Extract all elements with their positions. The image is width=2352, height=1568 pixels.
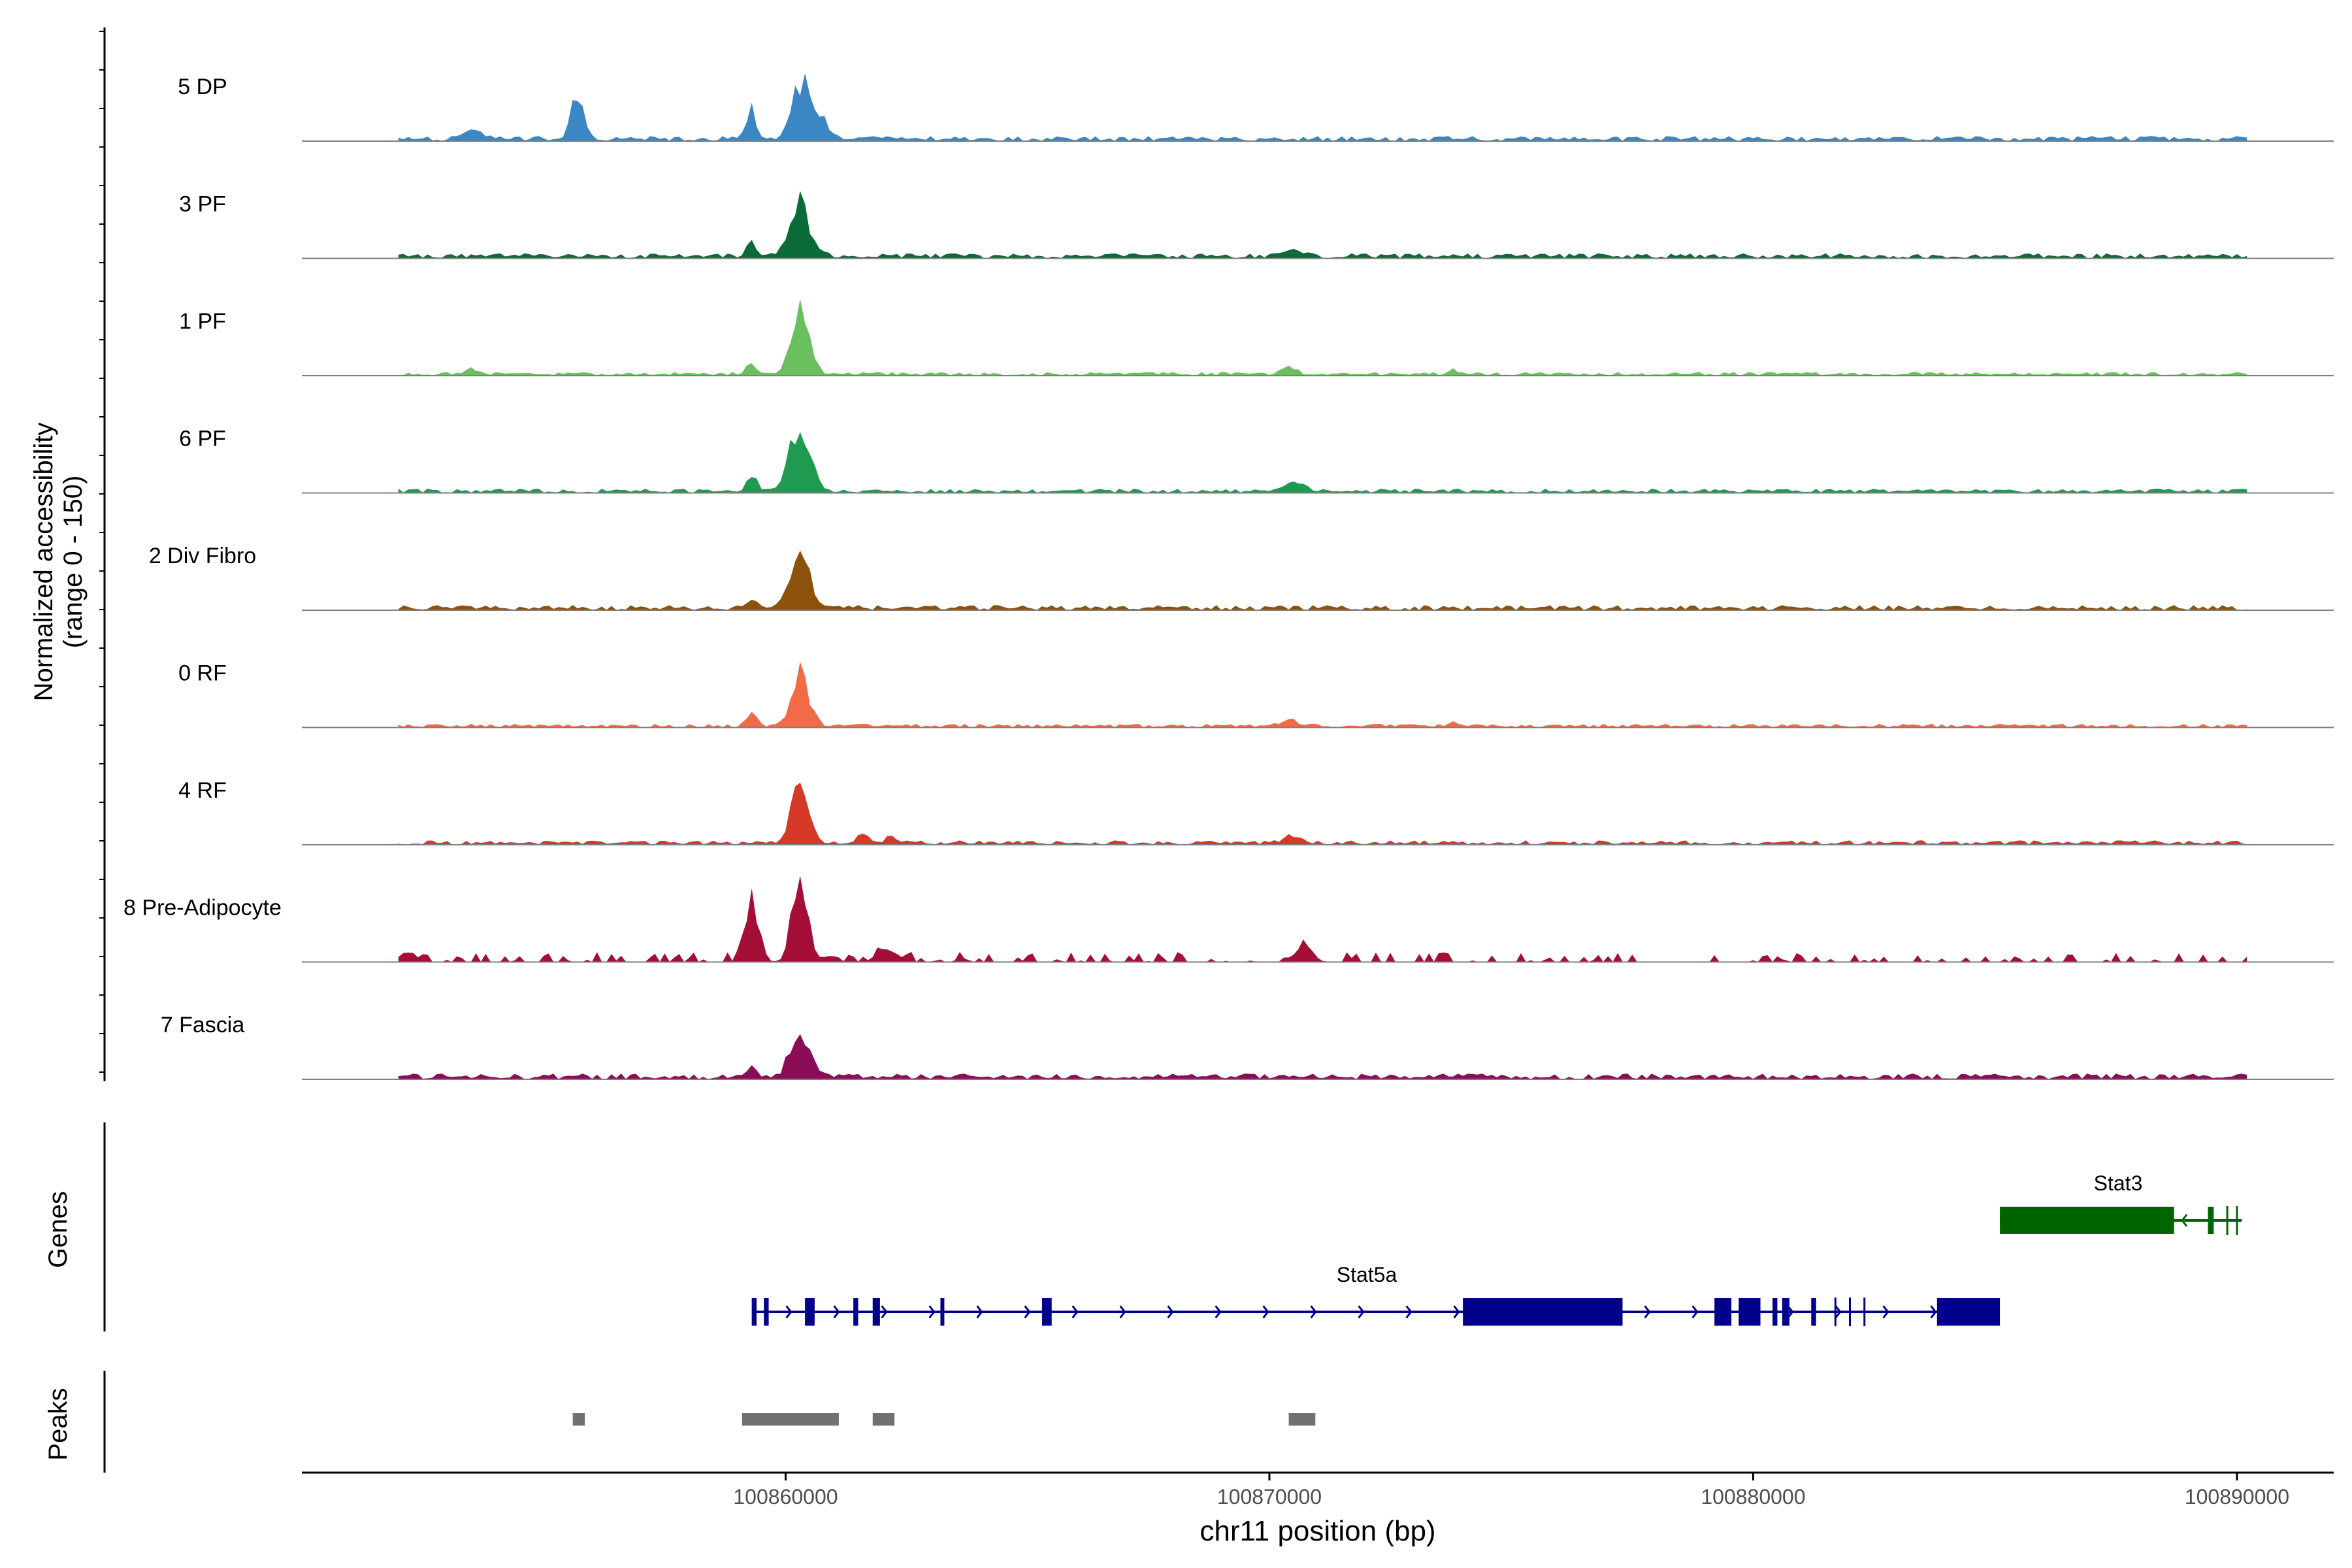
genes-panel-label: Genes xyxy=(44,1191,73,1268)
track-5-dp: 5 DP xyxy=(178,74,2334,142)
strand-arrow xyxy=(1930,1305,1937,1318)
x-tick-label: 100860000 xyxy=(733,1485,838,1509)
y-axis-ticks xyxy=(99,31,105,1073)
strand-arrow xyxy=(1691,1305,1699,1318)
track-label: 7 Fascia xyxy=(161,1013,245,1037)
gene-exon xyxy=(1772,1298,1778,1326)
gene-stat5a: Stat5a xyxy=(751,1263,2001,1326)
strand-arrow xyxy=(1453,1305,1460,1318)
strand-arrow xyxy=(1310,1305,1317,1318)
peak-regions xyxy=(572,1413,1316,1426)
strand-arrow xyxy=(1644,1305,1651,1318)
peak-region-bar xyxy=(742,1413,839,1426)
track-1-pf: 1 PF xyxy=(179,299,2334,376)
strand-arrow xyxy=(1358,1305,1365,1318)
strand-arrow xyxy=(1882,1305,1889,1318)
coverage-area xyxy=(398,661,2247,728)
track-4-rf: 4 RF xyxy=(178,778,2334,845)
strand-arrow xyxy=(1071,1305,1079,1318)
gene-exon xyxy=(940,1298,945,1326)
strand-arrow xyxy=(976,1305,983,1318)
x-tick-label: 100870000 xyxy=(1217,1485,1322,1509)
track-label: 4 RF xyxy=(178,778,227,803)
coverage-area xyxy=(398,191,2247,259)
gene-exon xyxy=(872,1298,880,1326)
coverage-area xyxy=(398,876,2247,963)
coverage-area xyxy=(398,1034,2247,1080)
gene-exon xyxy=(1041,1298,1052,1326)
peak-region-bar xyxy=(1288,1413,1316,1426)
track-label: 8 Pre-Adipocyte xyxy=(123,896,282,921)
strand-arrow xyxy=(1262,1305,1269,1318)
gene-exon xyxy=(1739,1298,1761,1326)
strand-arrow xyxy=(1119,1305,1126,1318)
y-axis-label-line1: Normalized accessibility xyxy=(29,423,58,702)
track-label: 1 PF xyxy=(179,309,226,334)
strand-arrow xyxy=(1167,1305,1174,1318)
track-label: 0 RF xyxy=(178,661,227,686)
track-8-pre-adipocyte: 8 Pre-Adipocyte xyxy=(123,876,2334,963)
gene-annotation: Stat5a Stat3 xyxy=(751,1171,2242,1326)
track-6-pf: 6 PF xyxy=(179,427,2334,494)
x-axis-title: chr11 position (bp) xyxy=(1200,1515,1435,1547)
track-0-rf: 0 RF xyxy=(178,661,2334,728)
coverage-area xyxy=(398,299,2247,376)
strand-arrow xyxy=(881,1305,888,1318)
strand-arrow xyxy=(1835,1305,1842,1318)
coverage-area xyxy=(398,550,2247,611)
gene-exon xyxy=(1811,1298,1816,1326)
x-tick-label: 100890000 xyxy=(2185,1485,2289,1509)
peak-region-bar xyxy=(572,1413,585,1426)
peak-region-bar xyxy=(872,1413,895,1426)
track-3-pf: 3 PF xyxy=(179,191,2334,259)
gene-label: Stat3 xyxy=(2094,1171,2143,1195)
x-tick-label: 100880000 xyxy=(1701,1485,1805,1509)
track-label: 5 DP xyxy=(178,74,227,99)
coverage-area xyxy=(398,74,2247,142)
strand-arrow xyxy=(1787,1305,1794,1318)
gene-exon xyxy=(805,1298,815,1326)
track-7-fascia: 7 Fascia xyxy=(161,1013,2334,1080)
track-label: 6 PF xyxy=(179,427,226,451)
gene-stat3: Stat3 xyxy=(2000,1171,2242,1235)
gene-exon xyxy=(751,1298,757,1326)
y-axis-label-line2: (range 0 - 150) xyxy=(59,476,88,649)
track-label: 3 PF xyxy=(179,192,226,217)
coverage-area xyxy=(398,782,2247,845)
peaks-panel-label: Peaks xyxy=(44,1388,73,1460)
gene-exon xyxy=(1463,1298,1623,1326)
gene-label: Stat5a xyxy=(1337,1263,1397,1286)
track-label: 2 Div Fibro xyxy=(149,544,256,568)
gene-exon xyxy=(764,1298,769,1326)
coverage-area xyxy=(398,432,2247,493)
strand-arrow xyxy=(1215,1305,1222,1318)
coverage-tracks: 5 DP 3 PF 1 PF 6 PF 2 Div Fibro 0 RF 4 RF 8 Pre… xyxy=(123,74,2334,1080)
strand-arrow xyxy=(2181,1214,2188,1227)
strand-arrow xyxy=(785,1305,792,1318)
gene-exon xyxy=(1782,1298,1789,1326)
strand-arrow xyxy=(928,1305,936,1318)
gene-exon xyxy=(2208,1207,2214,1234)
strand-arrow xyxy=(1024,1305,1031,1318)
gene-exon xyxy=(2000,1207,2174,1234)
gene-exon xyxy=(1936,1298,2001,1326)
strand-arrow xyxy=(833,1305,840,1318)
gene-exon xyxy=(1714,1298,1732,1326)
strand-arrow xyxy=(1405,1305,1413,1318)
track-2-div-fibro: 2 Div Fibro xyxy=(149,544,2334,611)
x-axis-ticks: 100860000 100870000 100880000 100890000 xyxy=(733,1473,2289,1509)
gene-exon xyxy=(853,1298,858,1326)
